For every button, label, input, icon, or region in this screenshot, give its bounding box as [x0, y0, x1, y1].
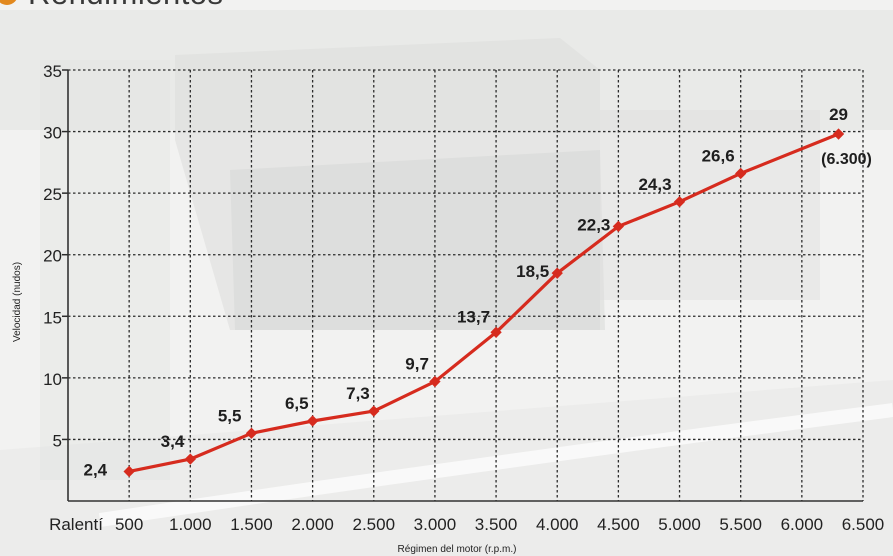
data-label: 13,7 [457, 307, 490, 326]
section-header: Rendimientos [0, 0, 224, 12]
x-tick-label: 1.000 [169, 515, 212, 534]
x-tick-label: 500 [115, 515, 143, 534]
data-label: 6,5 [285, 394, 309, 413]
data-label: 29 [829, 105, 848, 124]
data-point [368, 405, 380, 417]
data-label: 9,7 [405, 355, 429, 374]
x-tick-labels: Ralentí 500 1.000 1.500 2.000 2.500 3.000 3.500… [49, 515, 884, 534]
orange-bullet-icon [0, 0, 18, 5]
x-tick-label: 5.000 [658, 515, 701, 534]
x-tick-label: 5.500 [719, 515, 762, 534]
y-tick-labels: 5 10 15 20 25 30 35 [43, 62, 62, 450]
grid [68, 69, 864, 501]
x-axis-label: Régimen del motor (r.p.m.) [398, 544, 517, 555]
data-label: 3,4 [161, 432, 185, 451]
data-point [612, 220, 625, 233]
data-label: 18,5 [516, 262, 549, 281]
data-label: 2,4 [84, 460, 108, 479]
y-tick-label: 20 [43, 247, 62, 266]
y-tick-label: 15 [43, 308, 62, 327]
data-point [735, 167, 747, 180]
y-tick-label: 30 [43, 124, 62, 143]
x-tick-label: 4.000 [536, 515, 579, 534]
data-label: 26,6 [702, 146, 735, 165]
data-point [429, 375, 441, 388]
data-point [245, 427, 258, 439]
series-line [123, 128, 845, 478]
data-point [832, 128, 845, 140]
data-label: 7,3 [346, 384, 370, 403]
data-label: 24,3 [638, 175, 671, 194]
data-point [306, 415, 319, 427]
data-labels: 2,4 3,4 5,5 6,5 7,3 9,7 13,7 18,5 22,3 24,3 26,6 29… [84, 105, 872, 479]
x-tick-label: 4.500 [597, 515, 640, 534]
y-tick-label: 35 [43, 62, 62, 81]
data-label: 22,3 [577, 215, 610, 234]
data-point [184, 453, 196, 465]
x-tick-label: 1.500 [230, 515, 273, 534]
data-point [490, 326, 502, 338]
y-tick-label: 5 [53, 431, 62, 450]
data-point [123, 465, 135, 478]
x-tick-label: 2.000 [291, 515, 334, 534]
y-axis-label: Velocidad (nudos) [12, 262, 23, 342]
x-tick-label: 6.000 [781, 515, 824, 534]
axes [62, 69, 863, 502]
series-path [128, 132, 840, 473]
x-tick-label: 6.500 [842, 515, 885, 534]
data-label: 5,5 [218, 406, 242, 425]
x-tick-label: 3.000 [414, 515, 457, 534]
x-tick-label: Ralentí [49, 515, 103, 534]
data-point [673, 196, 686, 208]
data-point [551, 267, 563, 279]
y-tick-label: 10 [43, 370, 62, 389]
y-tick-label: 25 [43, 185, 62, 204]
x-tick-label: 2.500 [352, 515, 395, 534]
x-tick-label: 3.500 [475, 515, 518, 534]
annotation-label: (6.300) [821, 151, 872, 168]
section-title: Rendimientos [28, 0, 224, 12]
